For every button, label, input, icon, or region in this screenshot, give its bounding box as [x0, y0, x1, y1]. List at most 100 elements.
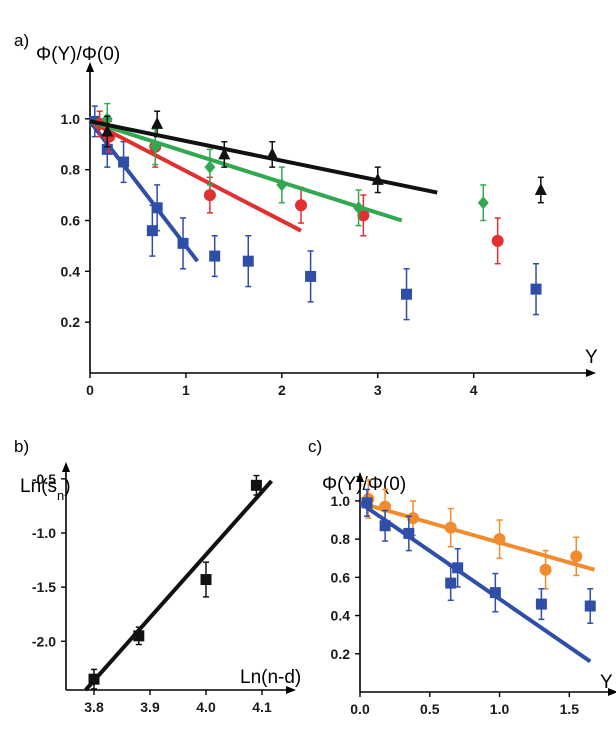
data-point: [295, 199, 308, 212]
data-point: [209, 250, 221, 262]
data-point: [489, 587, 501, 599]
data-point: [266, 147, 279, 160]
data-point: [101, 143, 113, 155]
y-tick-label: 0.6: [61, 213, 81, 229]
data-point: [177, 237, 189, 249]
y-tick-label: 0.2: [331, 646, 351, 662]
chart-panel-a: 0 1 2 3 4 0.2 0.4 0.6 0.8 1.0 a) Φ(Y)/Φ(0) Y: [14, 31, 598, 398]
y-axis-arrow: [356, 472, 364, 482]
x-tick-label: 3.9: [140, 699, 160, 715]
chart-panel-b: 3.8 3.9 4.0 4.1 -2.0 -1.5 -1.0 -0.5b) Ln(sn) Ln(n…: [14, 437, 301, 715]
data-point: [493, 533, 506, 546]
panel-label: c): [308, 437, 322, 456]
data-point: [250, 479, 262, 491]
data-point: [444, 521, 457, 534]
x-tick-label: 2: [278, 382, 286, 398]
data-point: [379, 520, 391, 532]
x-tick-label: 1.5: [560, 701, 580, 717]
series-3: [89, 110, 547, 204]
y-tick-label: 0.2: [61, 314, 81, 330]
data-point: [445, 577, 457, 589]
y-tick-label: 0.4: [61, 263, 81, 279]
fit-line: [84, 479, 274, 692]
data-point: [151, 116, 164, 129]
data-point: [149, 140, 161, 154]
y-axis-label: Ln(sn): [20, 476, 71, 503]
chart-panel-c: 0.0 0.5 1.0 1.5 0.2 0.4 0.6 0.8 1.0 c)Φ(Y)/Φ(0) Y: [308, 437, 616, 717]
x-tick-label: 0.0: [350, 701, 370, 717]
y-tick-label: 0.8: [331, 531, 351, 547]
x-tick-label: 4.0: [196, 699, 216, 715]
data-point: [353, 201, 365, 215]
data-point: [371, 172, 384, 185]
data-point: [151, 202, 163, 214]
x-tick-label: 4.1: [252, 699, 272, 715]
data-point: [203, 189, 216, 202]
fit-line: [358, 501, 592, 664]
y-tick-label: -0.5: [32, 471, 56, 487]
y-tick-label: -2.0: [32, 633, 56, 649]
series-0: [84, 474, 274, 692]
data-point: [357, 209, 370, 222]
y-tick-label: -1.0: [32, 525, 56, 541]
y-axis-arrow: [86, 62, 94, 72]
fit-line: [89, 119, 403, 223]
x-tick-label: 1.0: [490, 701, 510, 717]
x-tick-label: 0.5: [420, 701, 440, 717]
data-point: [403, 527, 415, 539]
data-point: [118, 156, 130, 168]
x-axis-label: Y: [600, 672, 613, 693]
y-axis-arrow: [62, 462, 70, 472]
x-tick-label: 3.8: [84, 699, 104, 715]
data-point: [133, 630, 145, 642]
data-point: [584, 600, 596, 612]
y-tick-label: 0.4: [331, 608, 351, 624]
panel-label: b): [14, 437, 29, 456]
data-point: [491, 234, 504, 247]
y-axis-label: Φ(Y)/Φ(0): [36, 44, 120, 65]
data-point: [407, 512, 420, 525]
data-point: [379, 500, 392, 513]
data-point: [88, 673, 100, 685]
series-0: [359, 479, 595, 590]
data-point: [539, 563, 552, 576]
y-tick-label: 0.8: [61, 162, 81, 178]
data-point: [218, 147, 231, 160]
x-axis-arrow: [286, 686, 296, 694]
fit-line: [89, 119, 302, 233]
data-point: [242, 255, 254, 267]
y-tick-label: -1.5: [32, 579, 56, 595]
x-axis-label: Y: [585, 347, 598, 368]
x-tick-label: 1: [182, 382, 190, 398]
data-point: [570, 550, 583, 563]
x-tick-label: 4: [470, 382, 478, 398]
x-axis-arrow: [586, 369, 596, 377]
data-point: [146, 225, 158, 237]
data-point: [276, 178, 288, 192]
data-point: [200, 574, 212, 586]
data-point: [534, 183, 547, 195]
data-point: [401, 288, 413, 300]
x-axis-label: Ln(n-d): [240, 667, 301, 688]
data-point: [101, 124, 114, 137]
x-tick-label: 3: [374, 382, 382, 398]
y-tick-label: 1.0: [331, 493, 351, 509]
y-tick-label: 1.0: [61, 111, 81, 127]
data-point: [477, 196, 489, 210]
x-tick-label: 0: [86, 382, 94, 398]
series-0: [88, 105, 542, 321]
series-1: [358, 488, 596, 664]
data-point: [530, 283, 542, 295]
data-point: [535, 598, 547, 610]
data-point: [452, 562, 464, 574]
fit-line: [359, 500, 595, 572]
data-point: [361, 497, 373, 509]
fit-line: [89, 119, 438, 195]
data-point: [204, 160, 216, 174]
y-axis-label: Φ(Y)/Φ(0): [322, 474, 406, 495]
panel-label: a): [14, 31, 29, 50]
data-point: [305, 270, 317, 282]
series-2: [89, 102, 489, 227]
y-tick-label: 0.6: [331, 569, 351, 585]
